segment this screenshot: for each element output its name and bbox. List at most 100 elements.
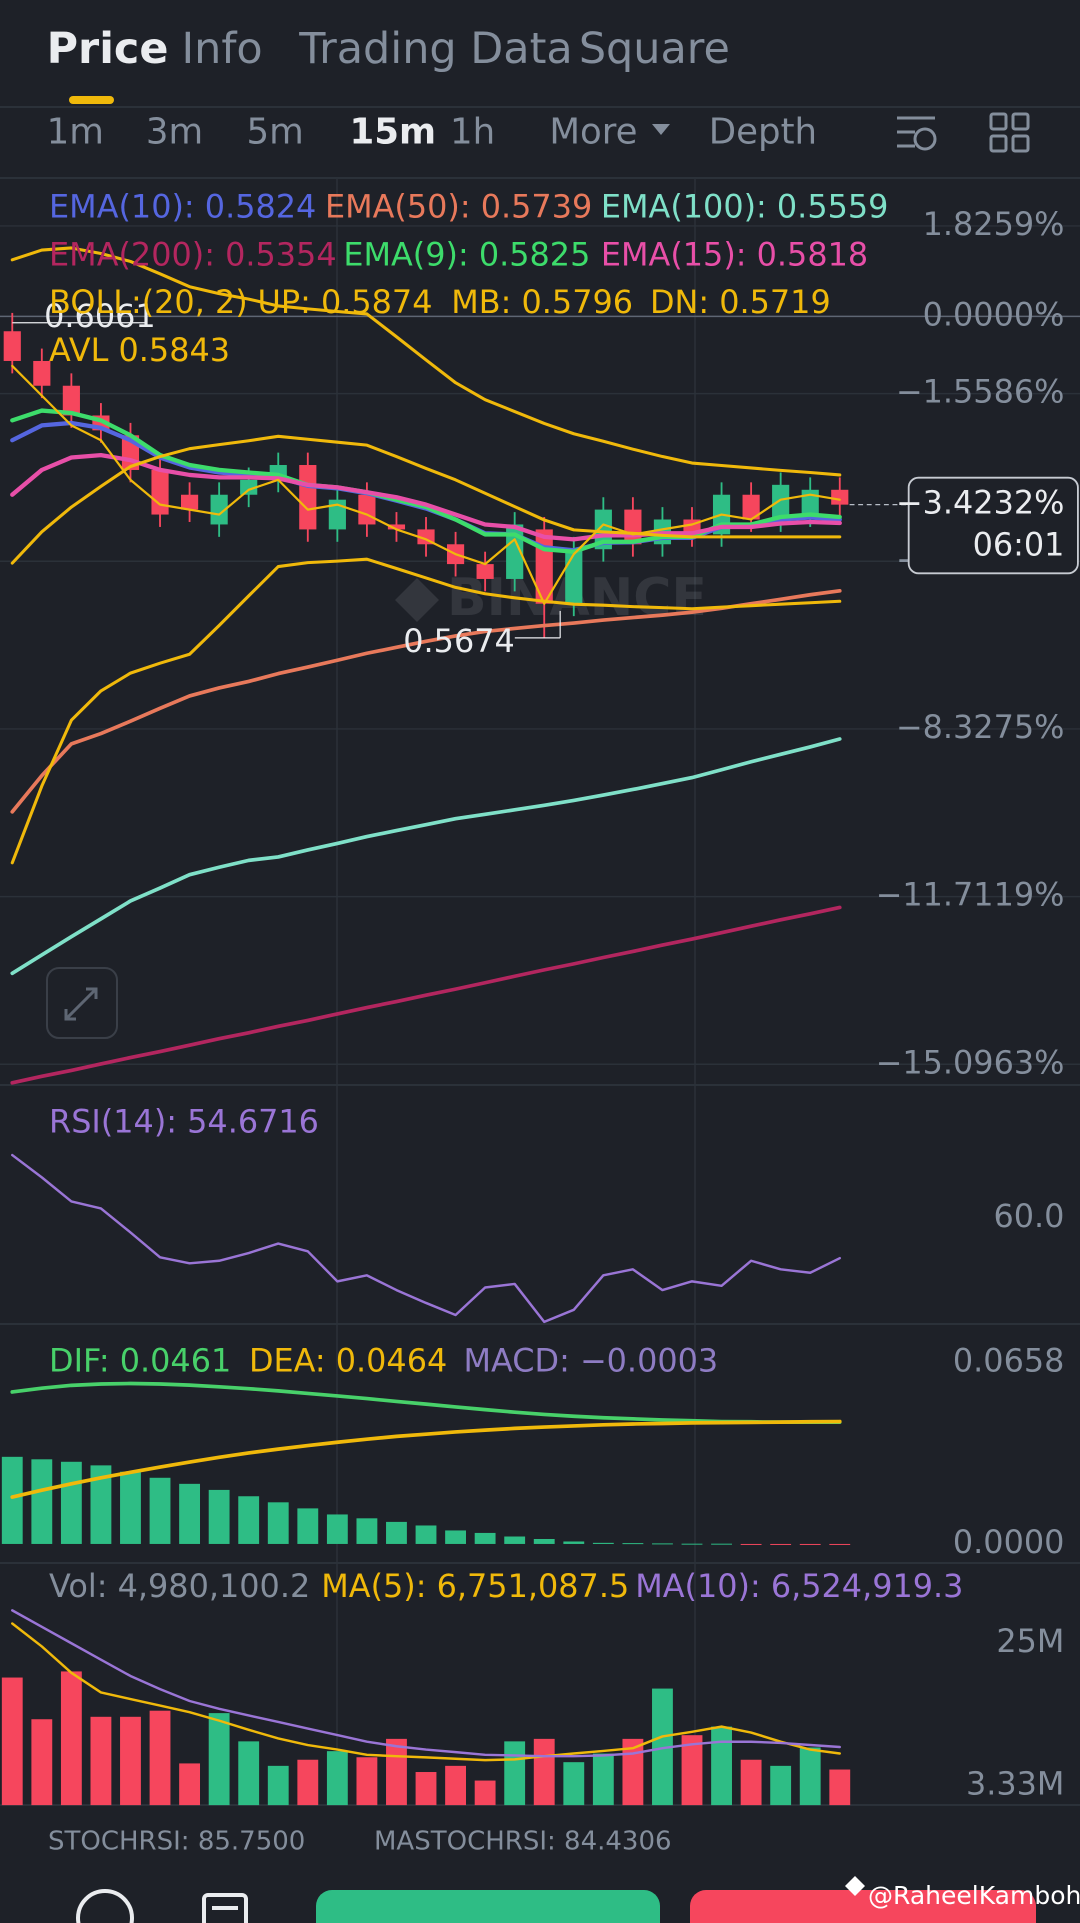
tab[interactable]: Square [579, 24, 730, 74]
bar [652, 1688, 673, 1806]
interval[interactable]: 15m [349, 112, 436, 153]
bar [31, 1719, 53, 1806]
more-icon[interactable] [76, 1889, 134, 1923]
legend-item: UP: 0.5874 [258, 283, 433, 321]
bar [415, 1525, 437, 1544]
bar [563, 1541, 585, 1544]
bar [356, 1518, 378, 1544]
bar [592, 1542, 614, 1544]
bar [770, 1543, 792, 1545]
legend-item: RSI(14): 54.6716 [49, 1102, 319, 1140]
expand-icon [64, 987, 98, 1021]
legend-item: DIF: 0.0461 [49, 1341, 231, 1379]
series-line [10, 905, 842, 1085]
series-line [10, 1419, 842, 1499]
bar [120, 1471, 141, 1544]
footer: STOCHRSI: 85.7500 MASTOCHRSI: 84.4306 @R… [48, 1827, 1080, 1923]
boll-label: BOLL:(20, 2) [49, 283, 248, 321]
interval[interactable]: More [549, 112, 637, 153]
header [0, 96, 1080, 179]
dropdown-arrow[interactable] [652, 124, 670, 135]
bar [179, 1763, 201, 1806]
bar [622, 1543, 644, 1545]
candle-body [62, 385, 80, 416]
series-line [11, 1609, 841, 1758]
bar [208, 1713, 230, 1806]
y-tick-label: −8.3275% [896, 708, 1065, 746]
bar [474, 1780, 496, 1806]
bar [415, 1772, 437, 1806]
buy-button[interactable] [316, 1890, 660, 1923]
candle-body [742, 494, 760, 520]
tab[interactable]: Trading Data [298, 24, 573, 74]
y-tick-label: 1.8259% [923, 205, 1065, 243]
orders-icon[interactable] [202, 1893, 248, 1923]
y-tick-label: 0.0000% [923, 295, 1065, 333]
series-line [10, 588, 842, 814]
legend-item: MB: 0.5796 [451, 283, 633, 321]
bar [297, 1759, 319, 1806]
bar [622, 1738, 644, 1806]
logo-mark [395, 578, 439, 622]
candle-body [594, 509, 612, 550]
layout-icon[interactable] [989, 112, 1030, 153]
bar [770, 1765, 792, 1806]
active-tab-indicator [69, 96, 114, 104]
bar [297, 1508, 319, 1544]
bar [740, 1759, 762, 1806]
bar [1, 1677, 23, 1806]
watermark: @RaheelKamboh [868, 1881, 1080, 1910]
bar [681, 1543, 703, 1545]
tab[interactable]: Price [47, 24, 169, 74]
interval[interactable]: 5m [246, 112, 303, 153]
bar [740, 1543, 762, 1545]
bar [592, 1753, 614, 1806]
bar [681, 1735, 703, 1806]
bar [208, 1489, 230, 1544]
candle-body [181, 494, 199, 510]
sell-button[interactable] [690, 1890, 1036, 1923]
interval[interactable]: 1m [47, 112, 104, 153]
candle-body [33, 360, 51, 386]
candle-body [801, 489, 819, 515]
bar [238, 1496, 260, 1544]
candle-body [831, 489, 849, 505]
y-tick-label: 60.0 [993, 1197, 1064, 1235]
candle-body [210, 494, 228, 525]
legend-item: MA(10): 6,524,919.3 [635, 1567, 963, 1605]
bar [149, 1477, 171, 1544]
bar [445, 1530, 466, 1544]
interval[interactable]: 3m [146, 112, 203, 153]
y-tick-label: −15.0963% [876, 1043, 1065, 1081]
bar [799, 1543, 821, 1545]
interval[interactable]: Depth [709, 112, 817, 153]
bar [267, 1502, 289, 1544]
bar [149, 1710, 171, 1806]
tab[interactable]: Info [181, 24, 262, 74]
y-tick-label: −11.7119% [876, 876, 1065, 914]
candle-body [476, 564, 494, 579]
candle-body [358, 494, 376, 525]
candle-body [299, 465, 317, 530]
bar [179, 1483, 201, 1544]
bar [267, 1765, 289, 1806]
chart-settings-icon[interactable] [897, 116, 937, 151]
price-tag [907, 476, 1079, 575]
bar [504, 1741, 526, 1806]
series-line [10, 452, 842, 542]
y-tick-label: 0.0658 [953, 1342, 1065, 1380]
bar [829, 1543, 851, 1545]
bar [31, 1459, 53, 1544]
expand-button[interactable] [46, 967, 118, 1039]
legend-item: AVL 0.5843 [49, 331, 230, 369]
bar [238, 1741, 260, 1806]
bar [711, 1543, 732, 1545]
bar [90, 1465, 112, 1544]
bar [356, 1757, 378, 1806]
bar [60, 1461, 82, 1544]
bar [711, 1726, 732, 1806]
legend-item: MACD: −0.0003 [464, 1341, 719, 1379]
interval[interactable]: 1h [450, 112, 495, 153]
series-line [10, 737, 842, 976]
